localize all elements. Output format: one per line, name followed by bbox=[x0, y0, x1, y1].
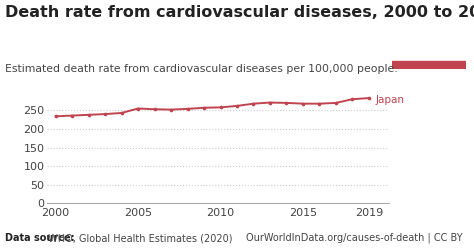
Text: Death rate from cardiovascular diseases, 2000 to 2019: Death rate from cardiovascular diseases,… bbox=[5, 5, 474, 20]
Point bbox=[134, 107, 142, 111]
Text: Our World: Our World bbox=[407, 19, 451, 29]
Point bbox=[332, 101, 340, 105]
Point bbox=[68, 114, 76, 118]
Text: Data source:: Data source: bbox=[5, 233, 74, 243]
Point bbox=[85, 113, 92, 117]
Bar bbox=[392, 61, 466, 69]
Point bbox=[266, 101, 274, 105]
Point bbox=[316, 102, 323, 106]
Point bbox=[118, 111, 126, 115]
Point bbox=[283, 101, 290, 105]
Text: Japan: Japan bbox=[375, 95, 404, 105]
Point bbox=[348, 97, 356, 101]
Point bbox=[217, 105, 224, 109]
Text: Estimated death rate from cardiovascular diseases per 100,000 people.: Estimated death rate from cardiovascular… bbox=[5, 64, 397, 74]
Point bbox=[365, 96, 373, 100]
Point bbox=[250, 102, 257, 106]
Point bbox=[200, 106, 208, 110]
Point bbox=[167, 108, 175, 112]
Point bbox=[52, 114, 59, 118]
Point bbox=[151, 107, 158, 111]
Text: WHO, Global Health Estimates (2020): WHO, Global Health Estimates (2020) bbox=[45, 233, 233, 243]
Point bbox=[184, 107, 191, 111]
Text: in Data: in Data bbox=[414, 38, 445, 47]
Point bbox=[101, 112, 109, 116]
Point bbox=[299, 102, 307, 106]
Text: OurWorldInData.org/causes-of-death | CC BY: OurWorldInData.org/causes-of-death | CC … bbox=[246, 233, 463, 243]
Point bbox=[233, 104, 241, 108]
